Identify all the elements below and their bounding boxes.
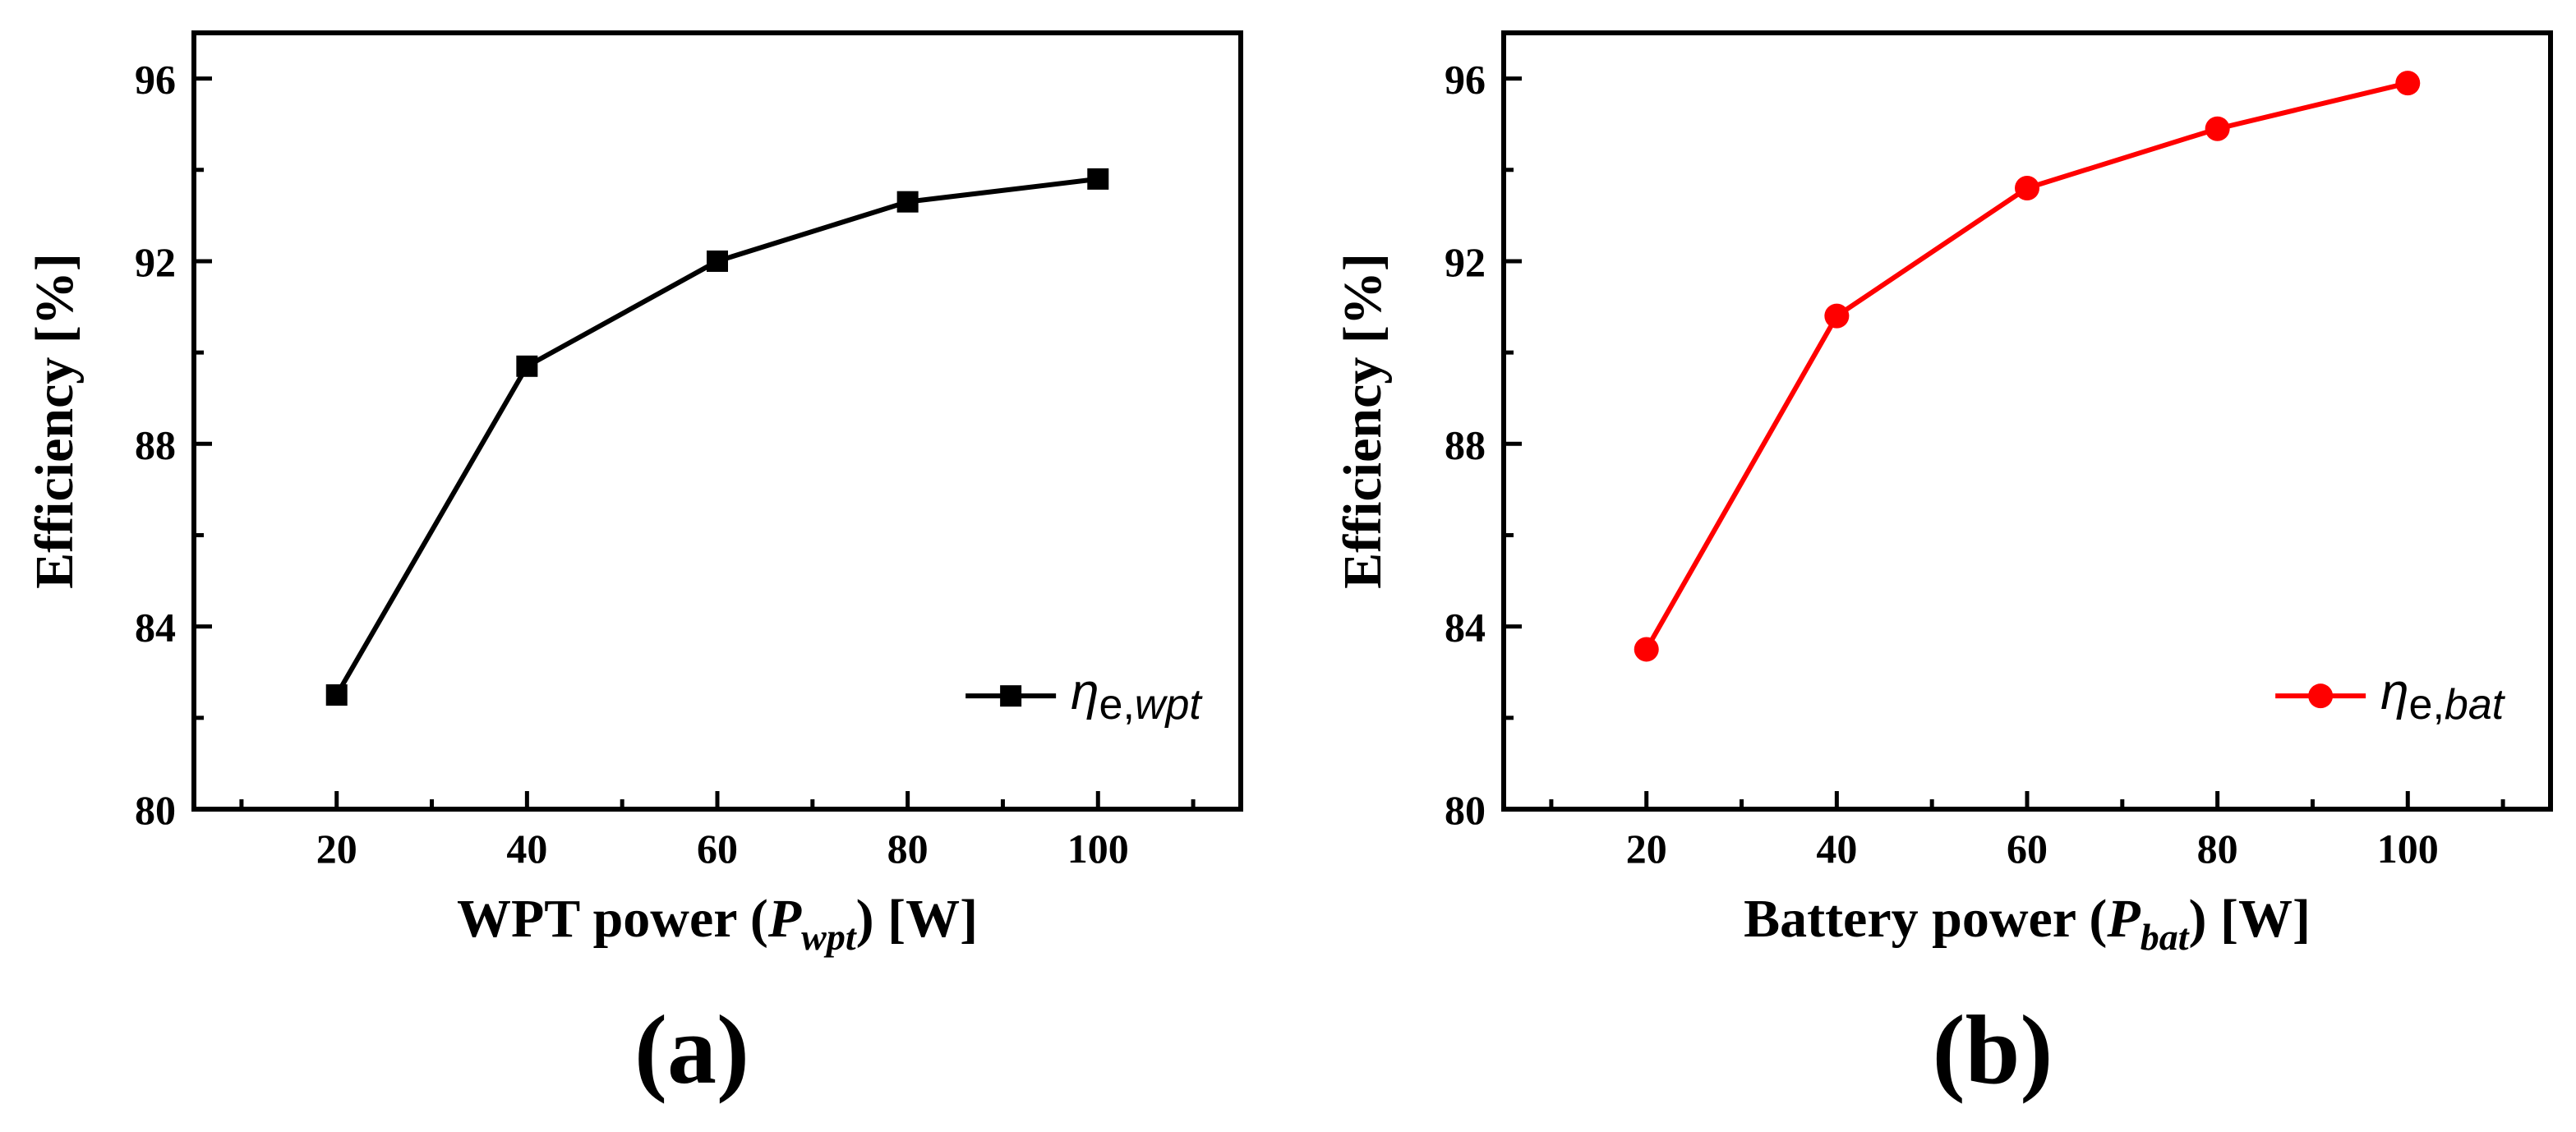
x-tick-label: 80	[887, 826, 929, 872]
panel-label: (b)	[1933, 995, 2053, 1104]
data-point-marker	[516, 355, 538, 377]
x-axis-title-var: P	[2106, 889, 2141, 949]
x-tick-label: 40	[1816, 826, 1857, 872]
y-tick-label: 92	[135, 239, 176, 285]
y-tick-label: 96	[1445, 57, 1486, 103]
x-axis-title: Battery power (Pbat) [W]	[1744, 889, 2311, 958]
x-tick-label: 100	[2377, 826, 2439, 872]
legend-marker	[2308, 683, 2334, 709]
x-tick-label: 60	[2007, 826, 2048, 872]
x-tick-label: 60	[697, 826, 738, 872]
series-line	[1644, 81, 2408, 651]
legend-eta: η	[1071, 664, 1099, 720]
legend-sub-plain: e,	[1099, 681, 1135, 729]
y-tick-label: 96	[135, 57, 176, 103]
data-point-marker	[2015, 176, 2039, 200]
y-tick-label: 80	[1445, 787, 1486, 833]
y-tick-label: 92	[1445, 239, 1486, 285]
data-point-marker	[707, 250, 728, 272]
x-tick-label: 40	[506, 826, 547, 872]
legend-eta: η	[2380, 664, 2408, 720]
legend-sub-italic: wpt	[1135, 681, 1203, 729]
panel-label: (a)	[634, 995, 749, 1104]
x-tick-label: 80	[2197, 826, 2238, 872]
legend-sub-italic: bat	[2445, 681, 2506, 729]
x-axis-title-var: P	[767, 889, 802, 949]
data-point-marker	[2395, 71, 2421, 96]
data-point-marker	[2205, 116, 2230, 141]
x-axis-title-suffix: ) [W]	[856, 889, 978, 949]
legend-marker	[1000, 685, 1022, 707]
legend-sub-plain: e,	[2409, 681, 2445, 729]
x-axis-title-sub: bat	[2141, 916, 2190, 958]
data-point-marker	[325, 684, 348, 706]
x-tick-label: 100	[1067, 826, 1129, 872]
y-tick-label: 84	[1445, 605, 1486, 651]
y-tick-label: 84	[135, 605, 176, 651]
legend-label: ηe,wpt	[1071, 664, 1203, 729]
x-axis-title-suffix: ) [W]	[2188, 889, 2310, 949]
data-point-marker	[1087, 168, 1109, 190]
x-axis-title: WPT power (Pwpt) [W]	[457, 889, 978, 958]
legend-label: ηe,bat	[2380, 664, 2506, 729]
x-tick-label: 20	[316, 826, 357, 872]
x-tick-label: 20	[1626, 826, 1667, 872]
y-tick-label: 88	[1445, 421, 1486, 467]
x-axis-title-prefix: WPT power (	[457, 889, 768, 949]
data-point-marker	[896, 191, 919, 213]
data-point-marker	[1824, 303, 1850, 329]
y-axis-title: Efficiency [%]	[25, 253, 85, 589]
y-axis-title: Efficiency [%]	[1333, 253, 1393, 589]
x-axis-title-prefix: Battery power (	[1744, 889, 2107, 949]
y-tick-label: 88	[135, 421, 176, 467]
y-tick-label: 80	[135, 787, 176, 833]
x-axis-title-sub: wpt	[801, 916, 857, 958]
data-point-marker	[1634, 637, 1659, 662]
